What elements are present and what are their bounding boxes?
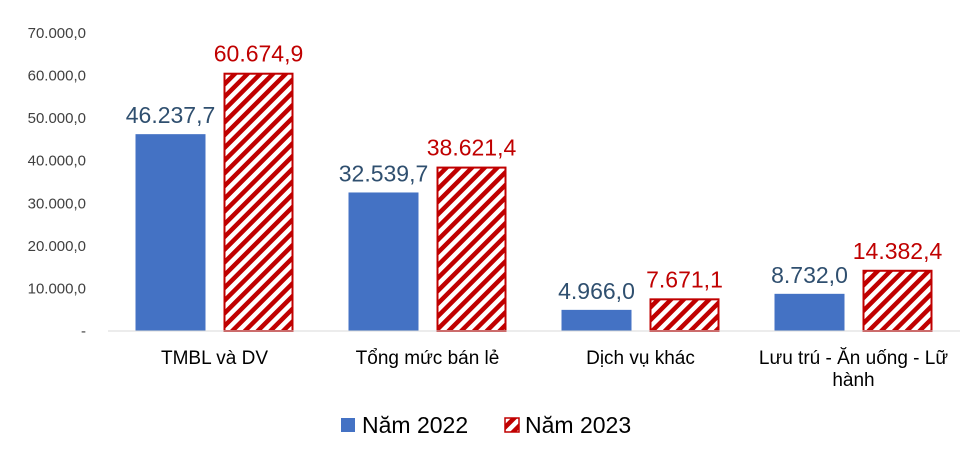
y-tick-label: 20.000,0 <box>28 238 86 255</box>
category-label: Tổng mức bán lẻ <box>356 348 500 369</box>
bar-series-1-cat-2 <box>649 298 720 332</box>
legend-swatch-nam-2023 <box>504 417 520 433</box>
legend-swatch-nam-2022 <box>341 418 355 432</box>
y-tick-label: 70.000,0 <box>28 25 86 42</box>
bar-series-1-cat-1 <box>436 166 507 332</box>
legend-label-nam-2022: Năm 2022 <box>362 412 468 438</box>
data-label-series-0-cat-1: 32.539,7 <box>339 160 429 186</box>
bar-series-0-cat-1 <box>348 192 419 331</box>
bars <box>135 72 933 333</box>
data-label-series-0-cat-2: 4.966,0 <box>558 278 635 304</box>
bar-series-0-cat-2 <box>561 309 632 331</box>
data-label-series-1-cat-0: 60.674,9 <box>214 41 304 67</box>
data-labels: 46.237,7 32.539,7 4.966,0 8.732,0 60.674,9 38… <box>126 41 943 304</box>
bar-series-0-cat-0 <box>135 134 206 331</box>
data-label-series-0-cat-0: 46.237,7 <box>126 102 216 128</box>
y-tick-label: 40.000,0 <box>28 153 86 170</box>
y-axis-tick-labels: - 10.000,0 20.000,0 30.000,0 40.000,0 50.000,… <box>28 25 86 340</box>
legend-label-nam-2023: Năm 2023 <box>525 412 631 438</box>
category-label: Dịch vụ khác <box>586 348 695 369</box>
bar-series-1-cat-0 <box>223 72 294 333</box>
bar-series-1-cat-3 <box>862 269 933 332</box>
data-label-series-1-cat-2: 7.671,1 <box>646 266 723 292</box>
category-label: Lưu trú - Ăn uống - Lữ hành <box>759 348 948 391</box>
y-tick-label: - <box>81 323 86 340</box>
y-tick-label: 60.000,0 <box>28 68 86 85</box>
y-tick-label: 50.000,0 <box>28 110 86 127</box>
data-label-series-1-cat-1: 38.621,4 <box>427 135 517 161</box>
y-tick-label: 30.000,0 <box>28 195 86 212</box>
category-label: TMBL và DV <box>161 348 268 369</box>
data-label-series-0-cat-3: 8.732,0 <box>771 262 848 288</box>
legend: Năm 2022 Năm 2023 <box>341 412 631 438</box>
data-label-series-1-cat-3: 14.382,4 <box>853 238 943 264</box>
category-labels: TMBL và DV Tổng mức bán lẻ Dịch vụ khác Lưu… <box>161 348 948 391</box>
bar-series-0-cat-3 <box>774 293 845 331</box>
y-tick-label: 10.000,0 <box>28 280 86 297</box>
